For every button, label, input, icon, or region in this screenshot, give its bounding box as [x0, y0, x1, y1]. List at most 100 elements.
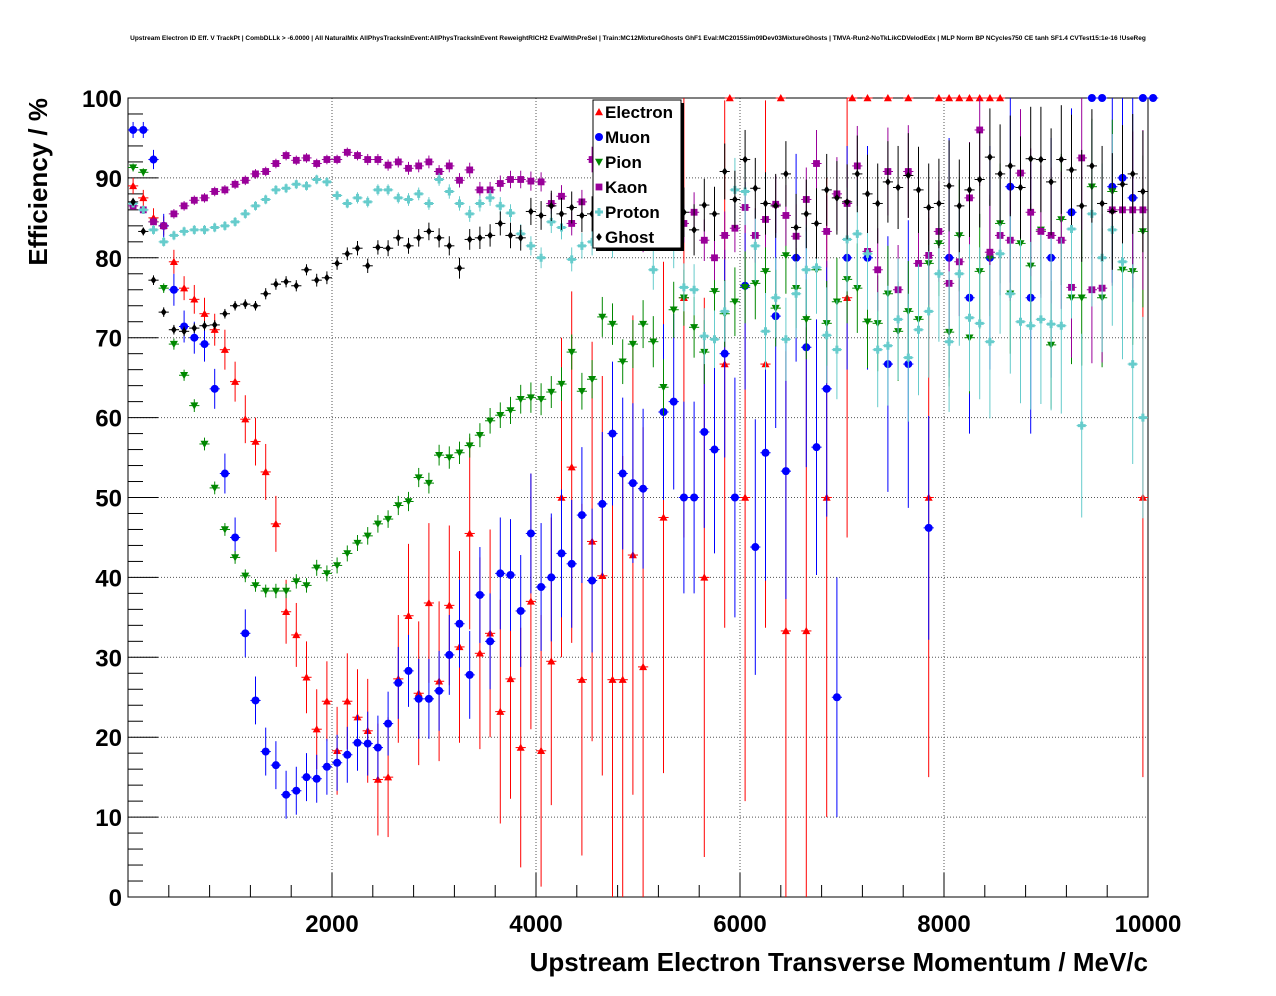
y-tick-label: 0: [109, 885, 122, 912]
legend-box: [592, 99, 682, 249]
data-point: [486, 637, 495, 646]
data-point: [475, 431, 484, 440]
data-point: [435, 175, 444, 184]
data-point: [424, 199, 433, 208]
data-point: [424, 598, 433, 607]
data-point: [169, 340, 178, 349]
data-point: [1128, 360, 1137, 369]
data-point: [895, 183, 901, 192]
data-point: [618, 358, 627, 366]
data-point: [1038, 155, 1044, 164]
data-point: [547, 573, 556, 582]
data-point: [210, 484, 219, 492]
data-point: [220, 345, 229, 353]
data-point: [313, 276, 320, 285]
data-point: [181, 327, 187, 336]
data-point: [577, 388, 586, 396]
data-point: [639, 662, 648, 671]
data-point: [691, 225, 697, 234]
y-tick-label: 40: [95, 565, 122, 592]
data-point: [955, 269, 964, 278]
data-point: [322, 177, 331, 186]
data-point: [252, 301, 259, 310]
data-point: [293, 281, 300, 290]
data-point: [200, 440, 209, 448]
data-point: [1138, 94, 1147, 102]
data-point: [241, 629, 250, 638]
data-point: [333, 156, 341, 163]
data-point: [333, 562, 342, 570]
data-point: [435, 451, 444, 460]
data-point: [516, 606, 525, 615]
y-tick-label: 20: [95, 725, 122, 752]
data-point: [455, 449, 464, 457]
data-point: [363, 532, 372, 540]
x-tick-label: 8000: [917, 911, 970, 938]
data-point: [853, 284, 862, 293]
data-point: [456, 176, 463, 184]
data-point: [394, 502, 403, 510]
data-point: [1119, 180, 1126, 189]
data-point: [506, 571, 515, 580]
data-point: [395, 233, 402, 242]
data-point: [414, 474, 423, 482]
data-point: [1099, 199, 1105, 208]
data-point: [180, 227, 189, 236]
data-point: [1109, 207, 1116, 216]
data-point: [292, 156, 300, 164]
data-point: [813, 219, 820, 228]
data-point: [567, 255, 576, 264]
data-point: [832, 693, 841, 702]
data-point: [883, 341, 892, 350]
data-point: [659, 384, 668, 392]
data-point: [1138, 413, 1147, 422]
data-point: [914, 325, 923, 334]
data-point: [465, 209, 474, 218]
data-point: [700, 332, 709, 341]
data-point: [1077, 294, 1086, 302]
data-point: [986, 248, 994, 256]
data-point: [1047, 320, 1056, 329]
data-point: [241, 209, 250, 218]
data-point: [415, 162, 423, 170]
data-point: [741, 493, 750, 501]
data-point: [588, 237, 597, 246]
data-point: [130, 197, 136, 206]
data-point: [741, 187, 750, 196]
data-point: [528, 207, 534, 216]
data-point: [466, 166, 474, 174]
data-point: [261, 195, 270, 204]
data-point: [813, 160, 820, 167]
data-point: [1027, 154, 1034, 163]
data-point: [159, 237, 168, 246]
data-point: [579, 211, 585, 220]
data-point: [945, 337, 954, 346]
data-point: [261, 747, 270, 756]
data-point: [792, 289, 801, 298]
data-point: [283, 277, 289, 286]
data-point: [282, 152, 290, 159]
data-point: [588, 576, 597, 585]
data-point: [190, 402, 199, 410]
data-point: [751, 543, 760, 552]
data-point: [669, 306, 678, 314]
data-point: [863, 318, 872, 326]
data-point: [241, 415, 250, 423]
data-point: [1037, 228, 1045, 235]
data-point: [507, 231, 514, 240]
data-point: [312, 175, 321, 184]
data-point: [598, 499, 607, 508]
data-point: [690, 324, 699, 332]
data-point: [261, 467, 270, 476]
legend-label-kaon: Kaon: [605, 178, 648, 197]
data-point: [915, 185, 922, 194]
data-point: [975, 319, 984, 328]
y-tick-label: 70: [95, 326, 122, 353]
data-point: [588, 156, 596, 163]
data-point: [649, 338, 658, 346]
data-point: [363, 197, 372, 206]
data-point: [679, 493, 688, 502]
data-point: [312, 774, 321, 783]
data-point: [201, 321, 208, 330]
data-point: [344, 249, 351, 258]
